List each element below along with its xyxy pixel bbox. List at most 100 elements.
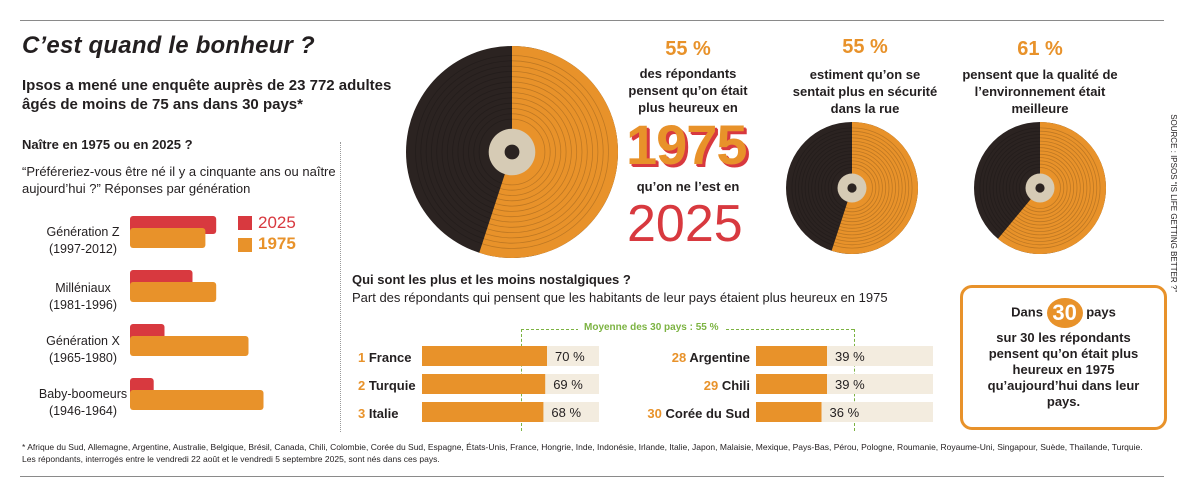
gen-name: Baby-boomeurs [38,387,128,401]
vinyl-groove [814,150,890,226]
rank: 29 [703,378,719,393]
country-label: 1 France [358,350,412,365]
vinyl-groove [794,130,910,246]
rank: 28 [671,350,687,365]
vinyl-groove [457,97,567,207]
gen-name: Milléniaux [55,281,111,295]
bottom-rule [20,476,1164,477]
stat-main-pct: 55 % [665,38,711,60]
gen-label: Génération Z (1997-2012) [18,224,148,258]
vinyl-groove [452,92,572,212]
vinyl-groove [1005,153,1075,223]
country-name: France [368,350,412,365]
intro-text: Ipsos a mené une enquête auprès de 23 77… [22,77,392,113]
country-bar-2 [422,402,544,422]
vinyl-groove [430,71,593,233]
legend-swatch-2025 [238,216,252,230]
vinyl-groove [478,118,546,186]
year-1975: 1975 [626,113,748,176]
country-bar-5 [756,402,822,422]
vinyl-groove [979,127,1101,249]
bar-1975-2 [130,336,249,356]
box-text: sur 30 les répondants pensent qu’on étai… [987,330,1140,409]
country-label: 3 Italie [358,406,398,421]
vinyl-groove [473,113,551,191]
section2-title: Qui sont les plus et les moins nostalgiq… [352,272,631,287]
vinyl-groove [817,153,887,223]
vinyl-groove [420,60,604,244]
vinyl-groove [808,143,897,232]
stat-safety-text: estiment qu’on se sentait plus en sécuri… [792,67,938,116]
rank: 30 [647,406,662,421]
footnote: * Afrique du Sud, Allemagne, Argentine, … [22,442,1143,464]
highlight-box: Dans 30 pays sur 30 les répondants pense… [960,285,1167,430]
country-pct-1: 69 % [553,377,583,392]
box-word: Dans [1011,304,1043,320]
bar-1975-1 [130,282,217,302]
country-name: Argentine [689,350,750,365]
vinyl-groove [999,147,1081,229]
page-title: C’est quand le bonheur ? [22,32,315,59]
vinyl-groove [791,127,913,249]
vinyl-groove [425,65,599,239]
country-label: 29 Chili [640,378,750,393]
top-rule [20,20,1164,21]
box-line1: Dans 30 pays [963,298,1164,328]
country-pct-0: 70 % [555,349,585,364]
bar-1975-0 [130,228,206,248]
vinyl-groove [462,102,562,202]
gen-years: (1965-1980) [48,351,118,365]
vinyl-hole-1 [847,183,857,193]
country-bar-0 [422,346,547,366]
country-label: 30 Corée du Sud [612,406,750,421]
vinyl-hole-2 [1035,183,1045,193]
country-pct-4: 39 % [835,377,865,392]
vinyl-groove [801,137,903,239]
vinyl-groove [468,108,556,196]
vinyl-groove [996,143,1085,232]
column-divider [340,142,341,432]
average-label: Moyenne des 30 pays : 55 % [578,322,725,333]
vinyl-groove [811,147,893,229]
legend-label-2025: 2025 [258,213,296,232]
vinyl-groove [1012,160,1068,216]
rank: 3 [358,406,366,421]
vinyl-groove [992,140,1088,236]
vinyl-groove [989,137,1091,239]
country-name: Chili [721,378,750,393]
vinyl-groove [982,130,1098,246]
section1-question: “Préféreriez-vous être né il y a cinquan… [22,164,336,196]
vinyl-groove [1015,163,1065,213]
gen-label: Baby-boomeurs (1946-1964) [18,386,148,420]
country-bar-1 [422,374,546,394]
stat-env-text: pensent que la qualité de l’environnemen… [962,67,1118,116]
vinyl-groove [831,167,873,209]
country-name: Turquie [368,378,416,393]
vinyl-groove [824,160,880,216]
vinyl-groove [1009,157,1071,219]
vinyl-groove [827,163,877,213]
vinyl-slice-1 [831,122,919,254]
vinyl-groove [798,134,906,242]
vinyl-groove [821,157,883,219]
country-bar-4 [756,374,827,394]
country-pct-2: 68 % [551,405,581,420]
gen-label: Milléniaux (1981-1996) [18,280,148,314]
country-name: Corée du Sud [665,406,750,421]
bar-1975-3 [130,390,264,410]
vinyl-groove [1002,150,1078,226]
section1-title: Naître en 1975 ou en 2025 ? [22,137,193,152]
gen-name: Génération X [46,334,120,348]
rank: 1 [358,350,366,365]
stat-safety-pct: 55 % [842,36,888,58]
box-number: 30 [1046,298,1083,328]
gen-years: (1946-1964) [48,404,118,418]
country-label: 2 Turquie [358,378,416,393]
section2-subtitle: Part des répondants qui pensent que les … [352,290,888,305]
vinyl-groove [436,76,588,228]
vinyl-hole-0 [504,144,520,160]
gen-years: (1997-2012) [48,242,118,256]
country-bar-3 [756,346,827,366]
